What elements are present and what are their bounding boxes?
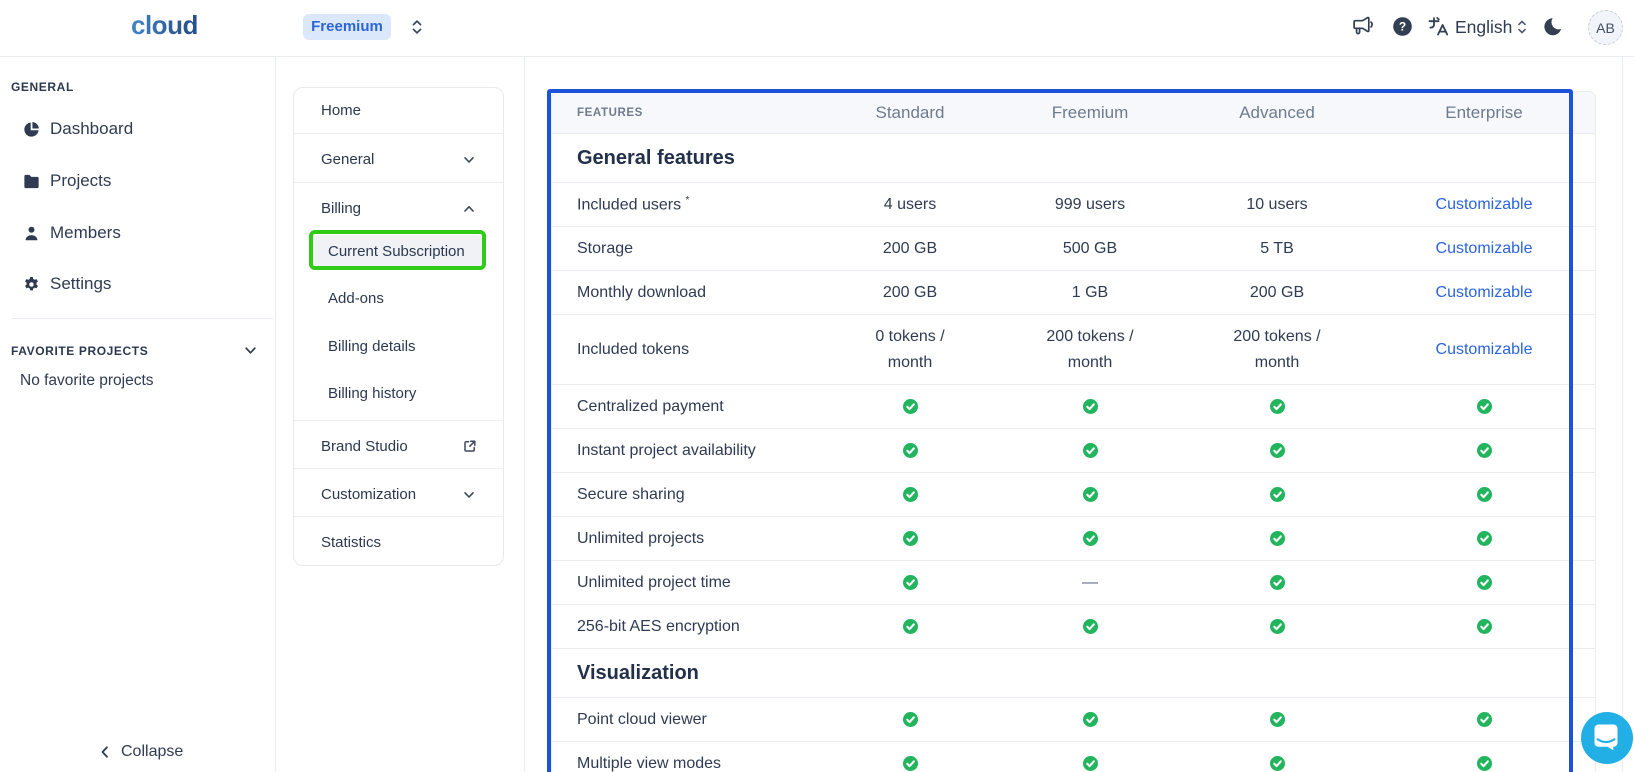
svg-text:?: ?	[1399, 20, 1406, 34]
